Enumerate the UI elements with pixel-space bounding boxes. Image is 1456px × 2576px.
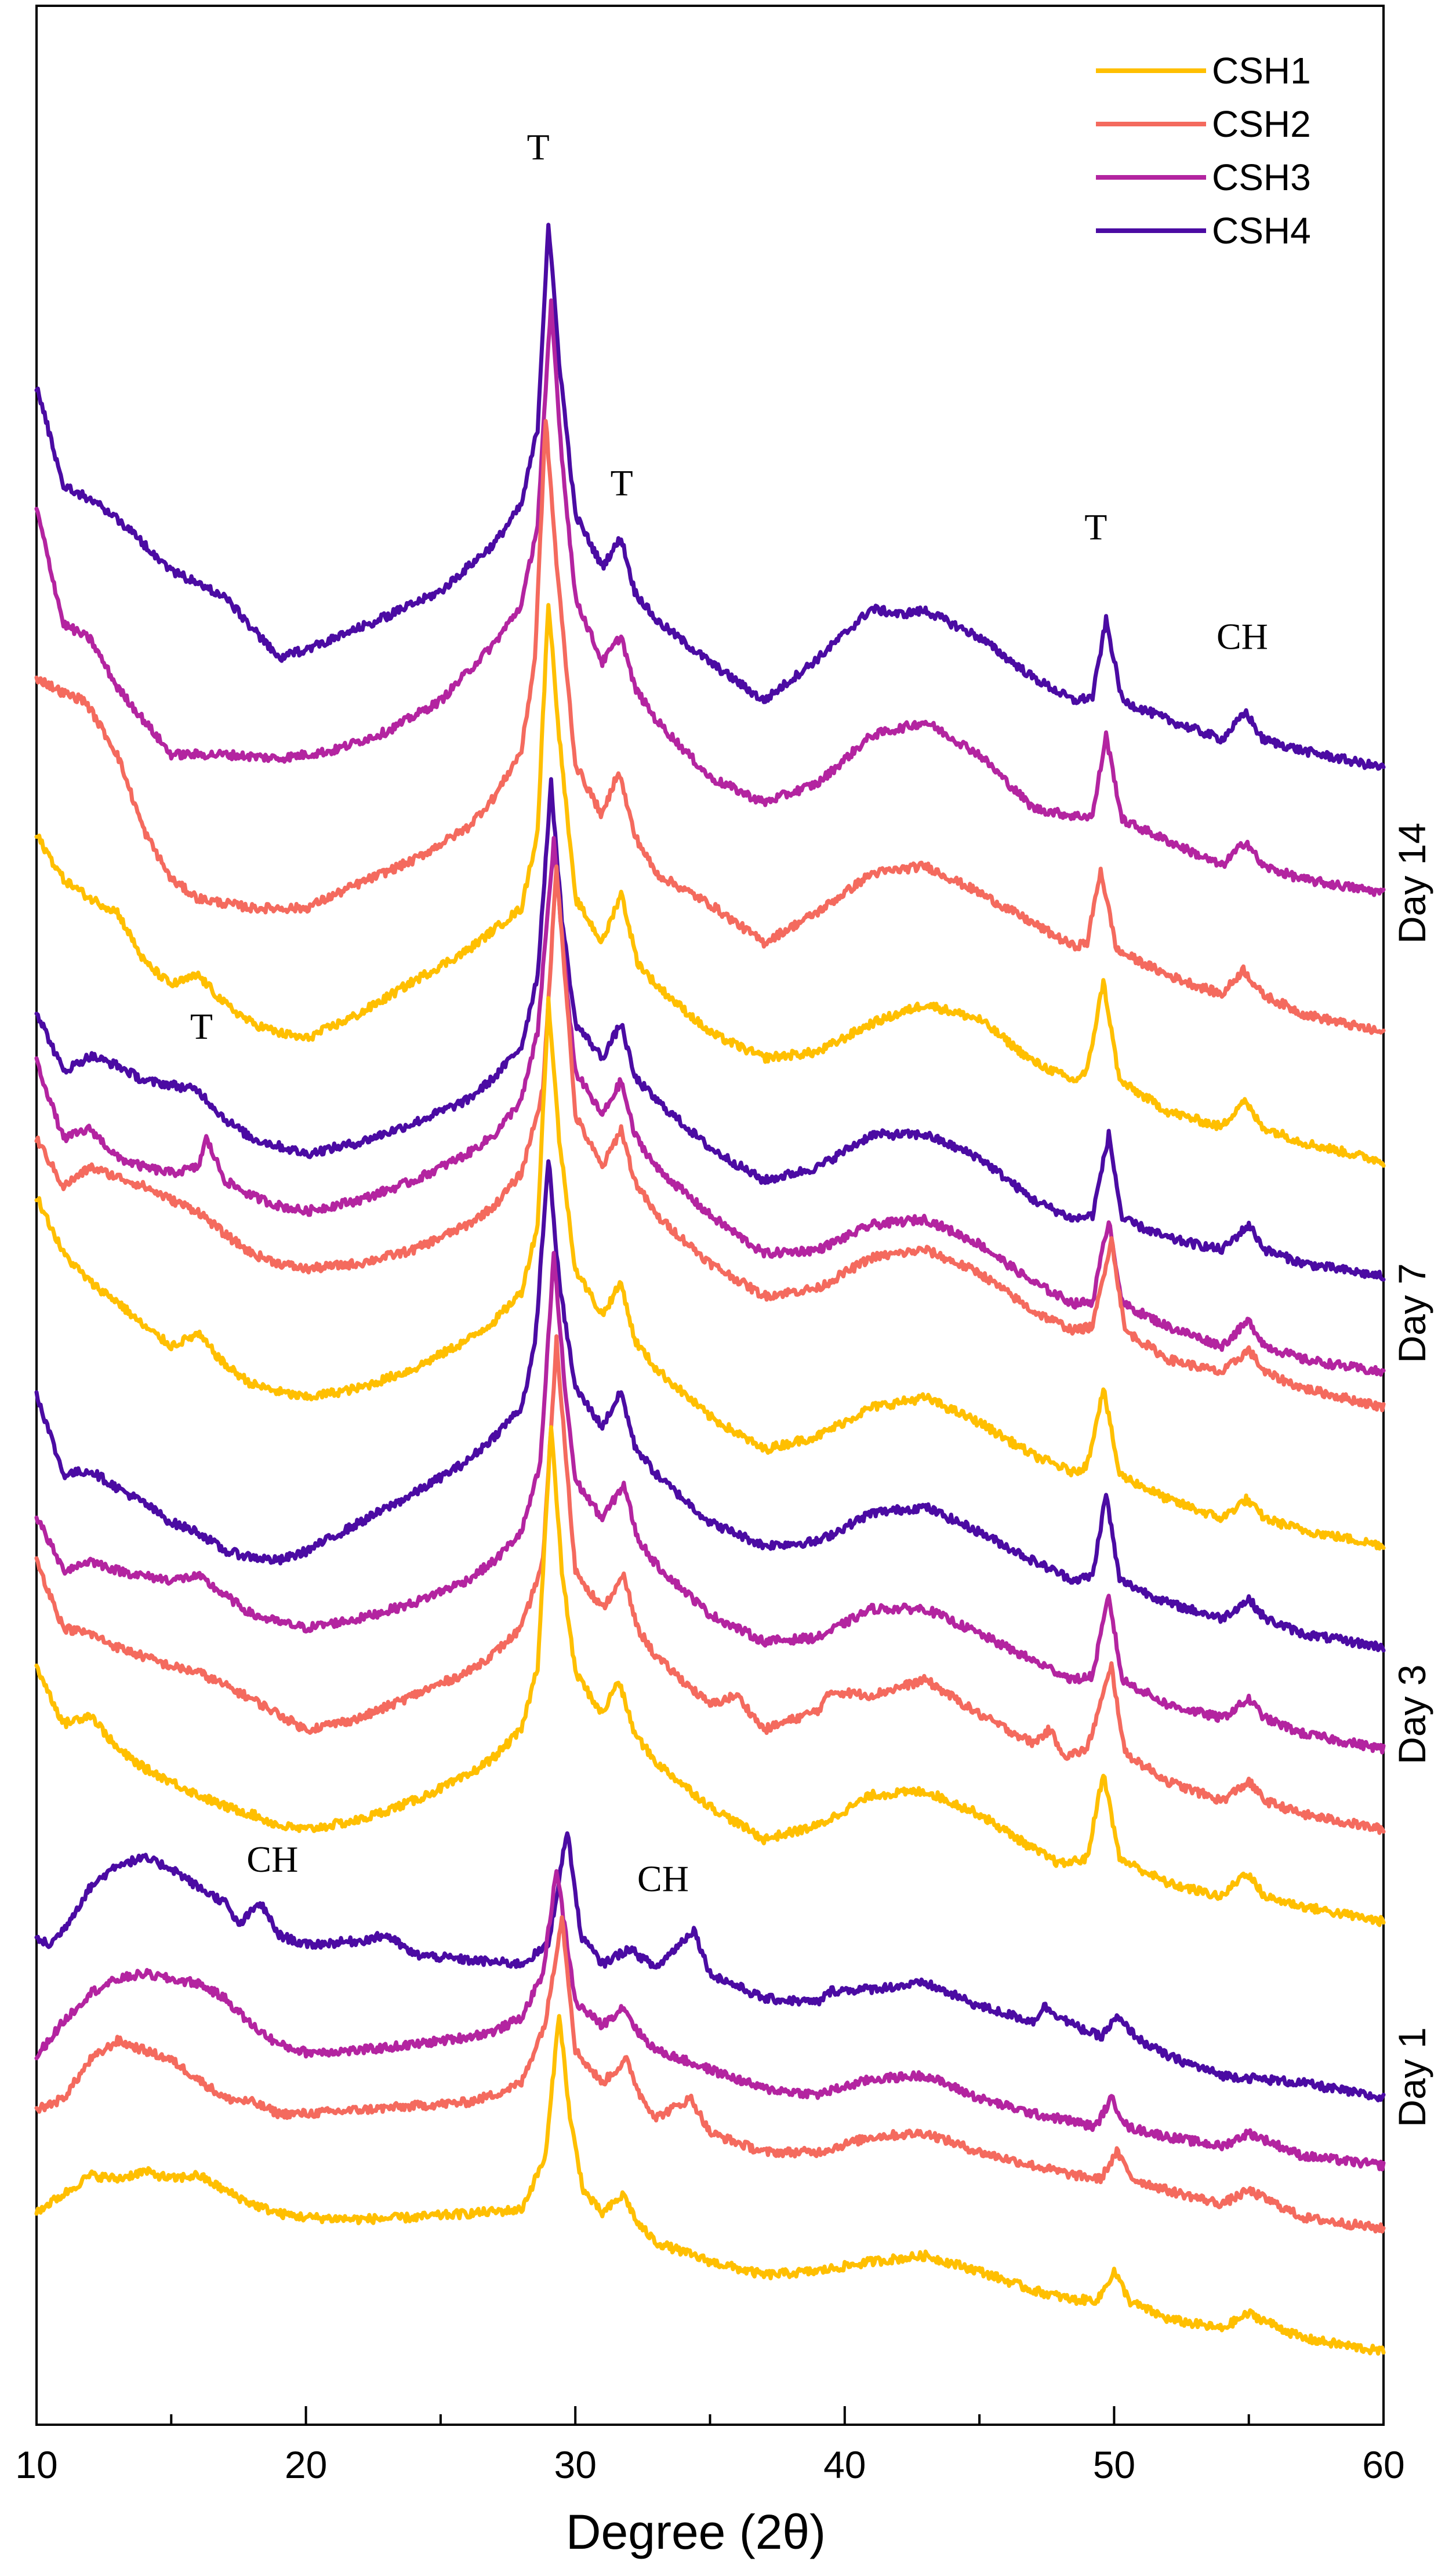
day-label: Day 7 — [1390, 1263, 1433, 1363]
trace-csh1-day-3 — [34, 1425, 1386, 1927]
group-day-14 — [34, 223, 1386, 1168]
peak-annotation: CH — [637, 1858, 689, 1899]
legend-label-csh3: CSH3 — [1212, 157, 1311, 198]
group-day-1 — [34, 1831, 1386, 2356]
x-tick-label: 50 — [1093, 2443, 1135, 2486]
peak-annotation: CH — [1217, 616, 1268, 657]
x-tick-label: 10 — [15, 2443, 57, 2486]
x-axis-title: Degree (2θ) — [566, 2505, 826, 2559]
trace-csh4-day-3 — [34, 1159, 1386, 1653]
trace-csh3-day-7 — [34, 836, 1386, 1377]
trace-csh1-day-14 — [34, 603, 1386, 1168]
peak-annotation: T — [527, 126, 550, 168]
legend-label-csh4: CSH4 — [1212, 210, 1311, 252]
day-labels: Day 14 Day 7 Day 3 Day 1 — [1390, 823, 1433, 2127]
trace-csh2-day-1 — [34, 1915, 1386, 2234]
peak-annotation: CH — [246, 1839, 298, 1880]
x-tick-label: 60 — [1362, 2443, 1404, 2486]
day-label: Day 14 — [1390, 823, 1433, 944]
trace-csh4-day-1 — [34, 1831, 1386, 2102]
legend: CSH1 CSH2 CSH3 CSH4 — [1096, 50, 1311, 252]
trace-csh2-day-14 — [34, 419, 1386, 1035]
trace-csh1-day-7 — [34, 996, 1386, 1551]
legend-label-csh2: CSH2 — [1212, 103, 1311, 145]
legend-label-csh1: CSH1 — [1212, 50, 1311, 92]
trace-csh4-day-14 — [34, 223, 1386, 771]
x-axis: 10 20 30 40 50 60 — [15, 2406, 1405, 2486]
x-tick-label: 30 — [554, 2443, 596, 2486]
trace-csh1-day-1 — [34, 2014, 1386, 2356]
peak-annotation: T — [190, 1006, 213, 1047]
trace-csh3-day-1 — [34, 1869, 1386, 2172]
day-label: Day 3 — [1390, 1664, 1433, 1764]
day-label: Day 1 — [1390, 2027, 1433, 2127]
annotations: T T T CH T CH CH — [190, 126, 1268, 1899]
x-tick-label: 20 — [285, 2443, 327, 2486]
trace-csh4-day-7 — [34, 777, 1386, 1282]
x-tick-label: 40 — [823, 2443, 866, 2486]
peak-annotation: T — [1084, 507, 1107, 548]
peak-annotation: T — [611, 463, 633, 504]
group-day-3 — [34, 1159, 1386, 1927]
group-day-7 — [34, 777, 1386, 1551]
traces — [34, 223, 1386, 2356]
trace-csh3-day-3 — [34, 1251, 1386, 1755]
trace-csh2-day-3 — [34, 1334, 1386, 1835]
trace-csh2-day-7 — [34, 864, 1386, 1413]
trace-csh3-day-14 — [34, 298, 1386, 897]
